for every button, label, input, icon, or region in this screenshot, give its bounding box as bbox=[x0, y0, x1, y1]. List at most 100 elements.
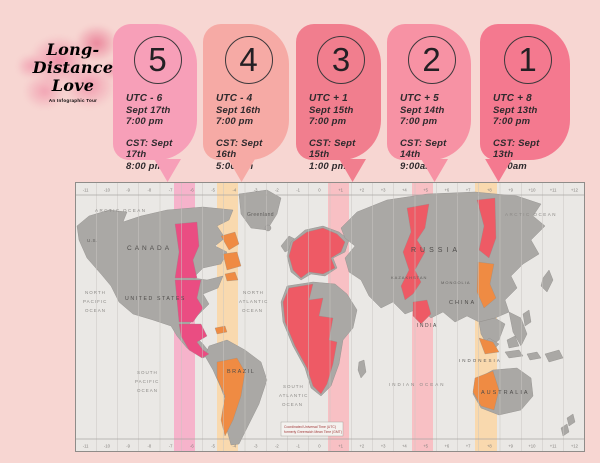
utc-offset: UTC + 5 bbox=[400, 93, 439, 104]
date: Sept 15th bbox=[309, 104, 354, 116]
utc-tick-label: 0 bbox=[318, 188, 321, 193]
landmass-sulawesi bbox=[526, 351, 542, 361]
zone-utc-1-africa bbox=[282, 283, 338, 395]
date: Sept 17th bbox=[126, 104, 171, 116]
map-label-canada: CANADA bbox=[127, 245, 172, 252]
utc-note-line2: formerly Greenwich Mean Time (GMT) bbox=[284, 430, 342, 434]
utc-tick-label: -9 bbox=[126, 444, 130, 449]
utc-tick-label: -3 bbox=[254, 188, 258, 193]
landmass-madagascar bbox=[357, 359, 367, 379]
utc-tick-label: +5 bbox=[423, 188, 428, 193]
map-label-ocean: OCEAN bbox=[137, 388, 158, 393]
step-number-circle: 1 bbox=[503, 36, 552, 84]
time: 7:00 pm bbox=[126, 116, 164, 127]
zone-utc-1-europe bbox=[288, 227, 346, 279]
utc-tick-label: +5 bbox=[423, 444, 428, 449]
landmass-indochina bbox=[508, 311, 528, 347]
map-label-ocean: OCEAN bbox=[123, 208, 147, 213]
map-label-arctic: ARCTIC bbox=[95, 208, 121, 213]
utc-tick-label: -11 bbox=[83, 188, 89, 193]
map-label-north: NORTH bbox=[243, 290, 264, 295]
watercolor-splash bbox=[14, 24, 132, 120]
map-label-pacific: PACIFIC bbox=[135, 379, 159, 384]
map-border bbox=[75, 182, 585, 452]
map-label-china: CHINA bbox=[449, 300, 476, 306]
landmass-iceland bbox=[264, 224, 272, 232]
utc-tick-label: -7 bbox=[169, 188, 173, 193]
utc-tick-label: -10 bbox=[104, 444, 111, 449]
utc-tick-label: +6 bbox=[444, 188, 449, 193]
map-label-russia: RUSSIA bbox=[411, 247, 461, 254]
utc-tick-label: +7 bbox=[466, 188, 471, 193]
utc-tick-label: -11 bbox=[83, 444, 89, 449]
map-label-ocean: OCEAN bbox=[242, 308, 263, 313]
landmass-philippines bbox=[522, 309, 532, 327]
world-timezone-map: -11-11-10-10-9-9-8-8-7-7-6-6-5-5-4-4-3-3… bbox=[75, 182, 585, 452]
map-label-south: SOUTH bbox=[283, 384, 304, 389]
landmass-borneo bbox=[506, 335, 520, 349]
timezone-bubble-4: 4 UTC - 4 Sept 16th 7:00 pm CST: Sept 16… bbox=[203, 24, 289, 182]
title-line-1: Long- bbox=[46, 40, 100, 60]
step-number-circle: 5 bbox=[133, 36, 182, 84]
cst-time: 8:00 pm bbox=[126, 160, 164, 172]
timezone-bubble-2: 2 UTC + 5 Sept 14th 7:00 pm CST: Sept 14… bbox=[387, 24, 471, 182]
map-label-mongolia: MONGOLIA bbox=[441, 280, 471, 285]
step-number-circle: 4 bbox=[224, 36, 273, 84]
step-number: 4 bbox=[239, 41, 258, 78]
landmass-java bbox=[504, 349, 524, 359]
utc-tick-label: +9 bbox=[508, 444, 513, 449]
logo: Long- Distance Love An Infographic Tour bbox=[14, 24, 132, 120]
title-line-3: Love bbox=[51, 75, 95, 95]
utc-offset: UTC + 1 bbox=[309, 93, 348, 104]
utc-tick-label: -4 bbox=[233, 188, 237, 193]
zone-utc-8-indonesia bbox=[478, 337, 500, 355]
utc-tick-label: -3 bbox=[254, 444, 258, 449]
utc-tick-label: +7 bbox=[466, 444, 471, 449]
timezone-bubble-1: 1 UTC + 8 Sept 13th 7:00 pm CST: Sept 13… bbox=[480, 24, 570, 182]
date: Sept 16th bbox=[216, 104, 261, 116]
utc-tick-label: +9 bbox=[508, 188, 513, 193]
cst-date: CST: Sept 13th bbox=[493, 137, 540, 161]
date: Sept 14th bbox=[400, 104, 445, 116]
utc-tick-label: +10 bbox=[528, 444, 536, 449]
date: Sept 13th bbox=[493, 104, 538, 116]
map-label-india: INDIA bbox=[417, 323, 438, 329]
map-label-brazil: BRAZIL bbox=[227, 369, 255, 375]
time: 7:00 pm bbox=[309, 116, 347, 127]
zone-utc-8-western-australia bbox=[472, 370, 500, 411]
map-label-australia: AUSTRALIA bbox=[481, 390, 530, 396]
utc-tick-label: +12 bbox=[571, 188, 579, 193]
landmass-new-guinea bbox=[544, 349, 564, 363]
landmass-new-zealand bbox=[560, 413, 576, 437]
utc-tick-label: +4 bbox=[402, 444, 407, 449]
map-label-atlantic: ATLANTIC bbox=[279, 393, 308, 398]
step-number: 1 bbox=[518, 41, 537, 78]
map-label-indian-ocean: INDIAN OCEAN bbox=[389, 382, 446, 387]
timezone-bubble-3: 3 UTC + 1 Sept 15th 7:00 pm CST: Sept 15… bbox=[296, 24, 381, 182]
utc-tick-label: +3 bbox=[381, 444, 386, 449]
utc-tick-label: -6 bbox=[190, 444, 194, 449]
utc-tick-label: -8 bbox=[148, 188, 152, 193]
cst-date: CST: Sept 14th bbox=[400, 137, 447, 161]
utc-tick-label: +11 bbox=[550, 188, 557, 193]
zone-utc-5-central-asia bbox=[412, 299, 432, 325]
step-number: 2 bbox=[422, 41, 441, 78]
map-label-indonesia: INDONESIA bbox=[459, 358, 502, 363]
utc-tick-label: +1 bbox=[338, 444, 343, 449]
utc-tick-label: +8 bbox=[487, 444, 492, 449]
step-number-circle: 3 bbox=[317, 36, 365, 84]
map-label-kazakhstan: KAZAKHSTAN bbox=[391, 275, 427, 280]
map-label-north: NORTH bbox=[85, 290, 106, 295]
utc-note-line1: Coordinated Universal Time (UTC) bbox=[284, 425, 336, 429]
zone-utc-6-mexico bbox=[178, 323, 210, 359]
time: 7:00 pm bbox=[216, 116, 254, 127]
utc-tick-label: -9 bbox=[126, 188, 130, 193]
utc-offset: UTC - 6 bbox=[126, 93, 163, 104]
utc-tick-label: -5 bbox=[211, 188, 215, 193]
time: 7:00 pm bbox=[493, 116, 531, 127]
zone-utc-8-china-mongolia bbox=[476, 261, 497, 309]
logo-text: Long- Distance Love An Infographic Tour bbox=[14, 24, 132, 120]
zone-utc-4-canada-east bbox=[220, 231, 242, 282]
utc-tick-label: +11 bbox=[550, 444, 557, 449]
